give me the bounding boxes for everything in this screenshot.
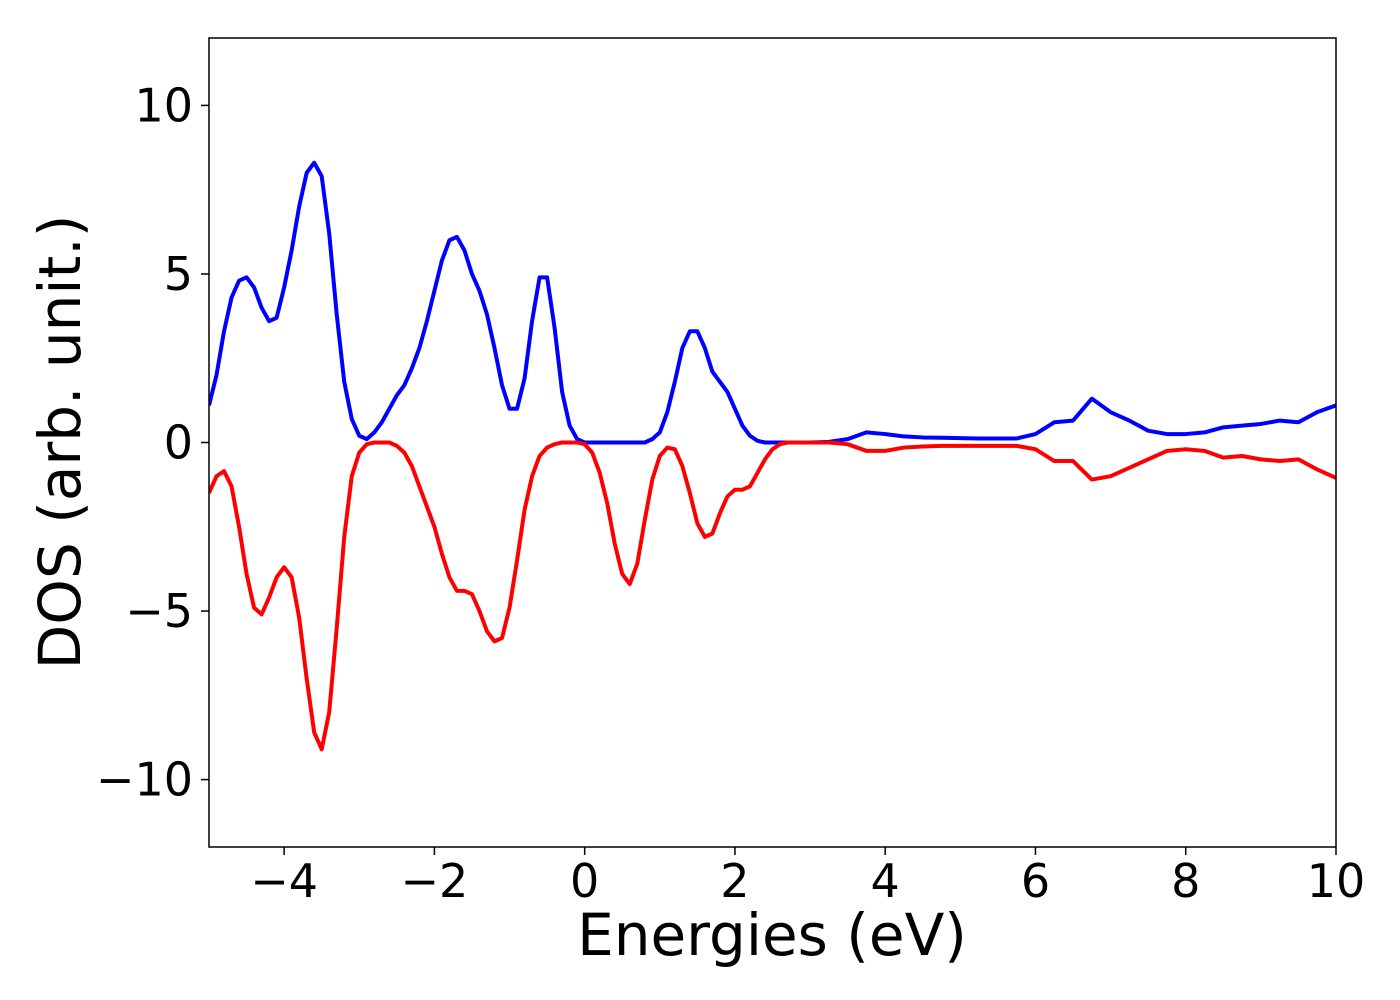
- x-tick-label: −4: [250, 854, 318, 908]
- y-tick-label: 5: [164, 247, 193, 301]
- y-tick-label: 0: [164, 416, 193, 470]
- x-axis-label: Energies (eV): [577, 901, 967, 969]
- plot-frame: [208, 37, 1337, 848]
- series-line: [209, 440, 1336, 752]
- y-tick-label: −5: [125, 584, 193, 638]
- x-tick-label: 2: [720, 854, 749, 908]
- y-axis-label: DOS (arb. unit.): [26, 215, 94, 670]
- y-tick-label: −10: [96, 753, 193, 807]
- x-tick-label: 8: [1171, 854, 1200, 908]
- x-tick-label: −2: [400, 854, 468, 908]
- series-line: [209, 160, 1336, 445]
- x-tick-label: 6: [1021, 854, 1050, 908]
- y-tick-label: 10: [134, 78, 193, 132]
- x-tick-label: 10: [1307, 854, 1366, 908]
- x-tick-label: 0: [570, 854, 599, 908]
- x-tick-label: 4: [871, 854, 900, 908]
